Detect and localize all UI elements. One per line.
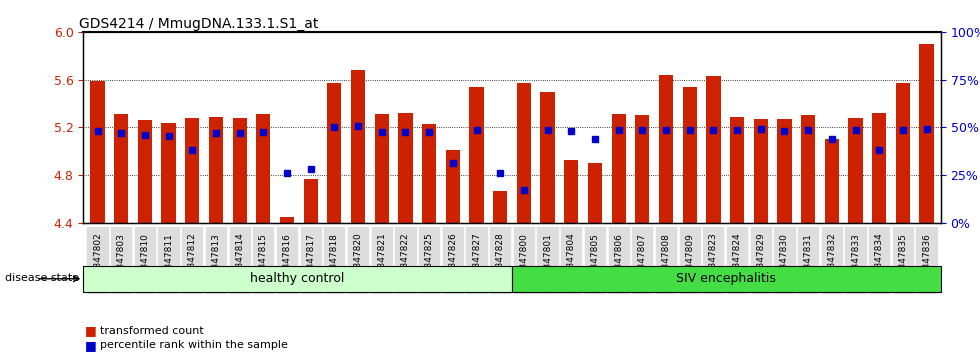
Bar (398, 113, 413, 223)
Bar (280, 217, 294, 223)
Bar (304, 179, 318, 223)
Text: ■: ■ (85, 325, 97, 337)
Bar (612, 114, 626, 223)
Bar (635, 115, 650, 223)
Bar (256, 114, 270, 223)
Bar (564, 160, 578, 223)
Text: transformed count: transformed count (100, 326, 204, 336)
Bar (683, 87, 697, 223)
Bar (896, 83, 910, 223)
Bar (327, 83, 341, 223)
Bar (232, 118, 247, 223)
Text: GDS4214 / MmugDNA.133.1.S1_at: GDS4214 / MmugDNA.133.1.S1_at (79, 17, 318, 31)
Bar (446, 150, 460, 223)
Bar (138, 120, 152, 223)
Bar (374, 114, 389, 223)
Bar (185, 118, 199, 223)
Bar (919, 44, 934, 223)
Bar (512, 266, 941, 292)
Bar (707, 76, 720, 223)
Bar (90, 81, 105, 223)
Bar (114, 114, 128, 223)
Text: disease state: disease state (5, 273, 79, 283)
Bar (588, 163, 602, 223)
Bar (209, 117, 223, 223)
Bar (825, 139, 839, 223)
Bar (849, 118, 862, 223)
Text: healthy control: healthy control (251, 272, 345, 285)
Bar (469, 87, 483, 223)
Bar (659, 75, 673, 223)
Bar (777, 119, 792, 223)
Text: percentile rank within the sample: percentile rank within the sample (100, 340, 288, 350)
Bar (872, 113, 886, 223)
Bar (541, 92, 555, 223)
Bar (801, 115, 815, 223)
Text: SIV encephalitis: SIV encephalitis (676, 272, 776, 285)
Bar (730, 117, 744, 223)
Bar (351, 70, 366, 223)
Bar (754, 119, 768, 223)
Text: ■: ■ (85, 339, 97, 352)
Bar (422, 124, 436, 223)
Bar (493, 191, 508, 223)
Bar (162, 122, 175, 223)
Bar (83, 266, 512, 292)
Bar (516, 83, 531, 223)
